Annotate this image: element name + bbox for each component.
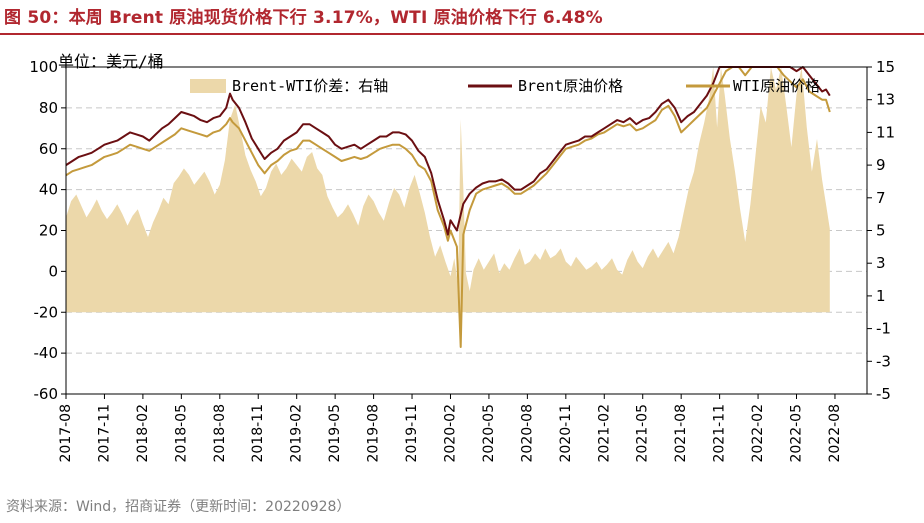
y-right-tick-label: -5 <box>876 385 891 403</box>
y-left-tick-label: -40 <box>34 344 59 362</box>
x-tick-label: 2021-02 <box>596 404 612 463</box>
legend-label-wti: WTI原油价格 <box>733 77 820 95</box>
y-left-tick-label: 20 <box>39 222 58 240</box>
y-left-tick-label: 60 <box>39 140 58 158</box>
x-tick-label: 2022-08 <box>827 404 843 463</box>
legend-label-brent: Brent原油价格 <box>518 77 623 95</box>
x-tick-label: 2020-11 <box>558 404 574 463</box>
legend-swatch-spread <box>190 79 226 93</box>
wti-line <box>65 66 831 348</box>
x-tick-label: 2020-08 <box>519 404 535 463</box>
y-left-tick-label: -20 <box>34 303 59 321</box>
y-right-tick-label: -3 <box>876 352 891 370</box>
x-tick-label: 2019-11 <box>404 404 420 463</box>
chart-canvas: -60-40-20020406080100-5-3-11357911131520… <box>29 52 895 463</box>
y-left-tick-label: 40 <box>39 181 58 199</box>
x-tick-label: 2022-02 <box>750 404 766 463</box>
y-left-tick-label: 0 <box>48 262 58 280</box>
x-tick-label: 2017-11 <box>96 404 112 463</box>
price-lines-layer <box>65 66 831 348</box>
y-right-tick-label: 1 <box>876 287 886 305</box>
y-right-tick-label: 11 <box>876 123 895 141</box>
x-tick-label: 2018-08 <box>212 404 228 463</box>
source-note: 资料来源：Wind，招商证券（更新时间：20220928） <box>6 499 351 515</box>
x-tick-label: 2021-11 <box>712 404 728 463</box>
y-right-tick-label: -1 <box>876 320 891 338</box>
x-tick-label: 2019-05 <box>327 404 343 463</box>
x-tick-label: 2018-11 <box>250 404 266 463</box>
y-right-tick-label: 13 <box>876 91 895 109</box>
spread-area <box>66 67 830 313</box>
spread-area-layer <box>66 67 830 313</box>
y-right-tick-label: 9 <box>876 156 886 174</box>
x-tick-label: 2018-05 <box>173 404 189 463</box>
legend: Brent-WTI价差：右轴 Brent原油价格 WTI原油价格 <box>190 77 820 95</box>
x-tick-label: 2020-02 <box>442 404 458 463</box>
title-rule <box>0 33 924 35</box>
legend-label-spread: Brent-WTI价差：右轴 <box>232 77 388 95</box>
chart-title: 图 50：本周 Brent 原油现货价格下行 3.17%，WTI 原油价格下行 … <box>4 8 603 28</box>
y-right-tick-label: 3 <box>876 254 886 272</box>
y-right-tick-label: 15 <box>876 58 895 76</box>
x-tick-label: 2019-02 <box>289 404 305 463</box>
axes: -60-40-20020406080100-5-3-11357911131520… <box>29 58 895 463</box>
x-tick-label: 2021-08 <box>673 404 689 463</box>
x-tick-label: 2020-05 <box>481 404 497 463</box>
x-tick-label: 2022-05 <box>789 404 805 463</box>
y-right-tick-label: 5 <box>876 222 886 240</box>
x-tick-label: 2019-08 <box>366 404 382 463</box>
brent-line <box>65 66 831 236</box>
x-tick-label: 2021-05 <box>635 404 651 463</box>
x-tick-label: 2018-02 <box>135 404 151 463</box>
y-left-tick-label: -60 <box>34 385 59 403</box>
y-right-tick-label: 7 <box>876 189 886 207</box>
y-left-tick-label: 80 <box>39 99 58 117</box>
y-left-tick-label: 100 <box>29 58 58 76</box>
x-tick-label: 2017-08 <box>58 404 74 463</box>
unit-label: 单位：美元/桶 <box>58 52 164 71</box>
